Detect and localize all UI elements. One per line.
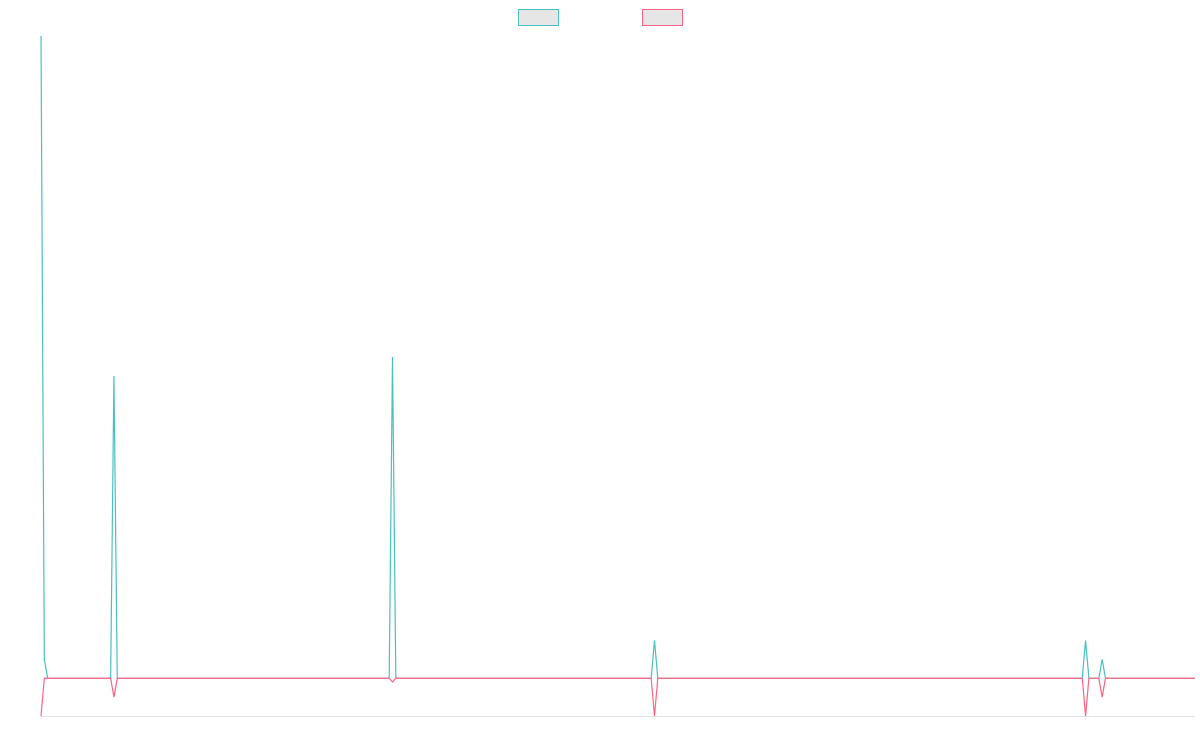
series-line-2: [40, 677, 1195, 717]
series-line-1: [40, 35, 1195, 679]
legend-swatch-2[interactable]: [642, 9, 683, 26]
legend-swatch-1[interactable]: [518, 9, 559, 26]
series-layer: [40, 35, 1195, 717]
legend: [518, 9, 683, 26]
